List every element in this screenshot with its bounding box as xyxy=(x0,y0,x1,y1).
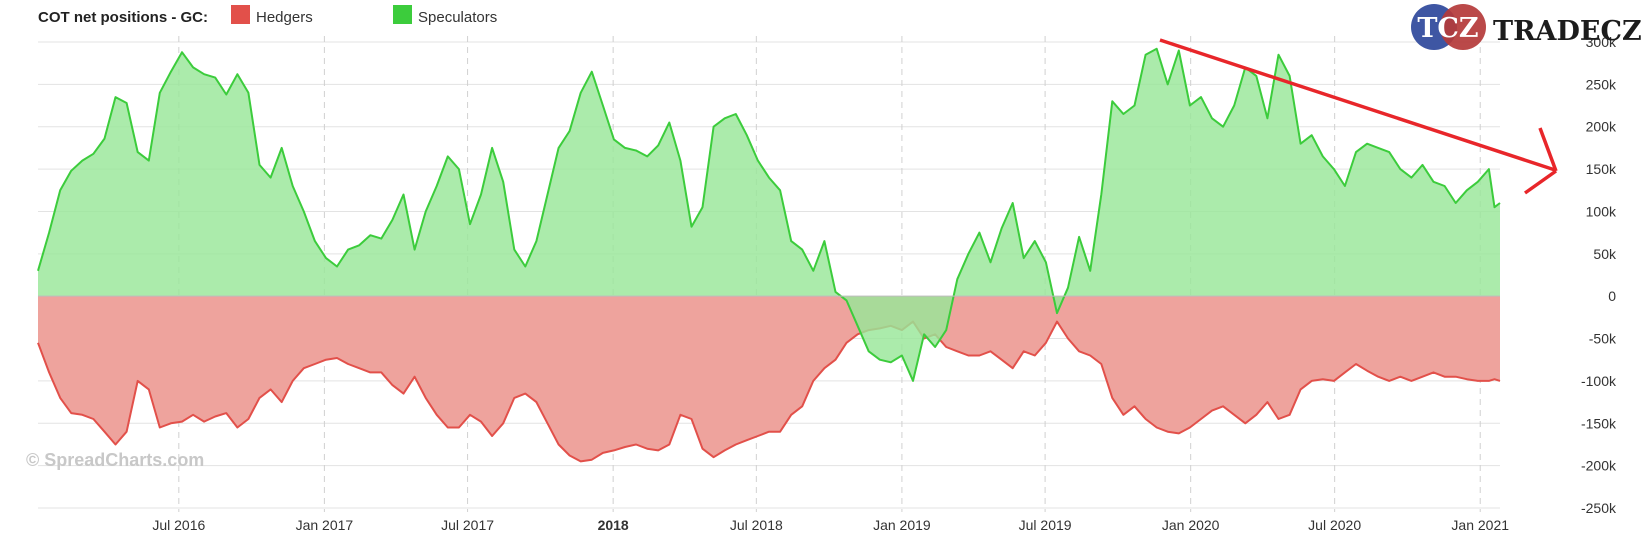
tradecz-logo: TCZ TRADECZ xyxy=(1411,4,1642,50)
area-speculators xyxy=(38,48,1500,381)
y-axis: 300k 250k 200k 150k 100k 50k 0 -50k -100k -150k -2… xyxy=(1581,34,1617,516)
y-tick-label: -200k xyxy=(1581,458,1617,474)
x-tick-label: Jul 2017 xyxy=(441,517,494,533)
legend-swatch-speculators xyxy=(393,5,412,24)
x-tick-label: Jul 2018 xyxy=(730,517,783,533)
x-tick-label: Jan 2019 xyxy=(873,517,931,533)
legend: COT net positions - GC: Hedgers Speculat… xyxy=(38,5,497,26)
y-tick-label: -250k xyxy=(1581,500,1617,516)
area-hedgers xyxy=(38,296,1500,462)
x-tick-label: Jan 2017 xyxy=(296,517,354,533)
series-areas xyxy=(37,47,1501,463)
watermark: © SpreadCharts.com xyxy=(26,450,204,470)
x-tick-label: Jul 2019 xyxy=(1019,517,1072,533)
series-line-speculators xyxy=(37,47,1501,382)
legend-item-speculators[interactable]: Speculators xyxy=(393,5,497,26)
y-tick-label: 200k xyxy=(1586,119,1617,135)
y-tick-label: 0 xyxy=(1608,288,1616,304)
series-line-hedgers xyxy=(37,320,1501,463)
y-tick-label: -150k xyxy=(1581,415,1617,431)
y-tick-label: 150k xyxy=(1586,161,1617,177)
x-axis: Jul 2016 Jan 2017 Jul 2017 2018 Jul 2018 Jan … xyxy=(152,517,1509,533)
x-tick-label: Jan 2020 xyxy=(1162,517,1220,533)
y-tick-label: 50k xyxy=(1593,246,1617,262)
x-tick-label: 2018 xyxy=(598,517,629,533)
logo-name: TRADECZ xyxy=(1493,16,1642,47)
legend-label-speculators: Speculators xyxy=(418,9,497,26)
legend-item-hedgers[interactable]: Hedgers xyxy=(231,5,313,26)
y-tick-label: 250k xyxy=(1586,76,1617,92)
trend-arrow-icon xyxy=(1159,38,1558,195)
legend-title: COT net positions - GC: xyxy=(38,9,208,26)
logo-circle-red xyxy=(1440,4,1486,50)
legend-swatch-hedgers xyxy=(231,5,250,24)
y-tick-label: -50k xyxy=(1589,331,1617,347)
x-tick-label: Jan 2021 xyxy=(1451,517,1509,533)
x-tick-label: Jul 2016 xyxy=(152,517,205,533)
y-tick-label: 100k xyxy=(1586,203,1617,219)
y-tick-label: 300k xyxy=(1586,34,1617,50)
legend-label-hedgers: Hedgers xyxy=(256,9,313,26)
logo-mark: TCZ xyxy=(1417,13,1478,44)
x-tick-label: Jul 2020 xyxy=(1308,517,1361,533)
y-tick-label: -100k xyxy=(1581,373,1617,389)
